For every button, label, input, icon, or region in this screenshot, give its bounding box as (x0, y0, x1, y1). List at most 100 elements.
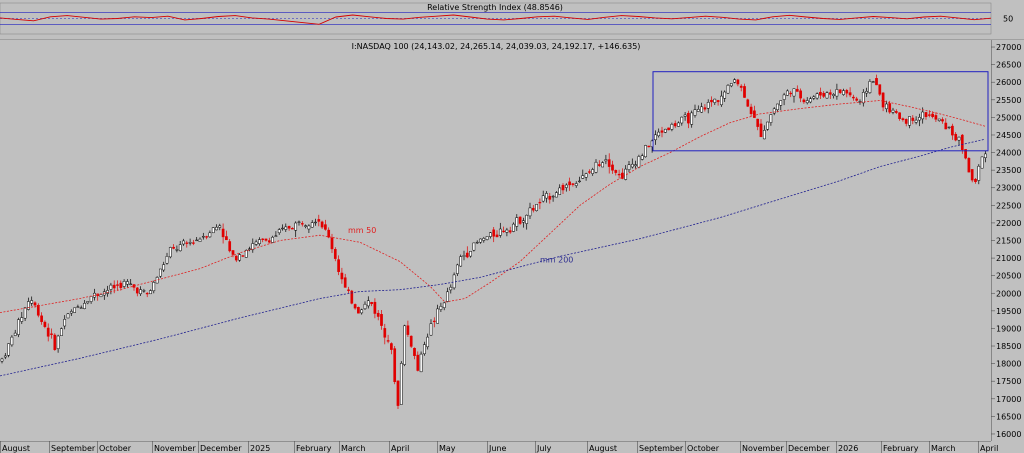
candle-body (584, 173, 588, 178)
candles (0, 74, 987, 409)
candle-body (33, 302, 37, 306)
candle-body (921, 111, 925, 120)
candle-body (492, 229, 496, 237)
candle-body (931, 113, 934, 117)
candle-body (357, 307, 360, 314)
candle-body (941, 119, 944, 122)
candle-body (508, 230, 512, 233)
candle-body (637, 156, 641, 168)
y-tick-label: 16500 (996, 412, 1021, 421)
candle-body (142, 290, 146, 292)
range-box (652, 71, 989, 152)
y-tick-label: 22500 (996, 201, 1021, 210)
candle-body (27, 301, 30, 310)
candle-body (244, 250, 248, 258)
price-x-axis: August September October November December 20… (0, 441, 998, 453)
candle-body (63, 319, 67, 327)
candle-body (50, 333, 53, 335)
candle-body (423, 344, 426, 355)
candle-body (875, 78, 878, 86)
y-tick-label: 18000 (996, 360, 1021, 369)
candle-body (182, 240, 185, 245)
candle-body (545, 193, 548, 199)
x-tick-label: November (154, 444, 196, 453)
candle-body (221, 228, 225, 238)
candle-body (564, 184, 568, 188)
candle-body (20, 317, 24, 322)
candle-body (640, 155, 644, 160)
candle-body (789, 92, 793, 95)
candle-body (188, 242, 192, 244)
candle-body (317, 219, 321, 222)
y-tick-label: 18500 (996, 342, 1021, 351)
candle-body (353, 304, 357, 309)
candle-body (865, 91, 868, 94)
candle-body (733, 79, 736, 83)
candle-body (667, 127, 670, 131)
candle-body (852, 96, 855, 99)
x-tick-label: 2025 (250, 444, 270, 453)
candle-body (192, 242, 195, 244)
candle-body (155, 277, 159, 284)
candle-body (109, 284, 113, 290)
candle-body (53, 334, 57, 350)
candle-body (710, 99, 713, 103)
candle-body (475, 241, 479, 244)
candle-body (327, 229, 331, 238)
moving-average-line (0, 138, 986, 377)
candle-body (152, 282, 156, 292)
candle-body (597, 164, 601, 166)
candle-body (505, 229, 509, 233)
y-tick-label: 21000 (996, 254, 1021, 263)
x-tick-label: September (639, 444, 684, 453)
rsi-y-axis: 50 (1003, 15, 1013, 24)
candle-body (406, 325, 410, 335)
candle-body (383, 328, 387, 338)
candle-body (812, 96, 816, 99)
candle-body (465, 252, 469, 258)
candle-body (36, 305, 40, 316)
candle-body (964, 149, 967, 159)
y-tick-label: 23500 (996, 166, 1021, 175)
candle-body (277, 229, 281, 234)
candle-body (706, 102, 710, 109)
candle-body (116, 284, 119, 286)
moving-averages: mm 50 mm 200 (0, 100, 986, 377)
candle-body (776, 103, 779, 110)
candle-body (60, 328, 63, 336)
candle-body (23, 307, 27, 319)
x-tick-label: February (883, 444, 919, 453)
candle-body (17, 319, 20, 335)
candle-body (561, 184, 565, 191)
candle-body (314, 221, 317, 224)
x-tick-label: 2026 (838, 444, 858, 453)
candle-body (726, 84, 730, 94)
candle-body (225, 236, 228, 241)
candle-body (904, 119, 908, 124)
rsi-tick-label: 50 (1003, 15, 1013, 24)
candle-body (409, 335, 413, 347)
candle-body (911, 117, 915, 121)
candle-body (165, 256, 169, 264)
candle-body (588, 171, 591, 173)
candle-body (162, 264, 166, 271)
x-tick-label: April (980, 444, 998, 453)
candle-body (627, 164, 631, 170)
candle-body (363, 303, 367, 310)
candle-body (333, 249, 337, 259)
candle-body (736, 79, 740, 85)
candle-body (264, 238, 268, 241)
candle-body (842, 90, 845, 95)
candle-body (366, 300, 370, 307)
candle-body (855, 98, 859, 101)
y-tick-label: 27000 (996, 43, 1021, 52)
candle-body (254, 241, 258, 245)
candle-body (822, 92, 826, 97)
candle-body (281, 227, 284, 230)
candle-body (782, 94, 786, 100)
annotations (652, 71, 989, 152)
candle-body (429, 323, 433, 336)
candle-body (274, 235, 278, 237)
candle-body (967, 158, 971, 173)
